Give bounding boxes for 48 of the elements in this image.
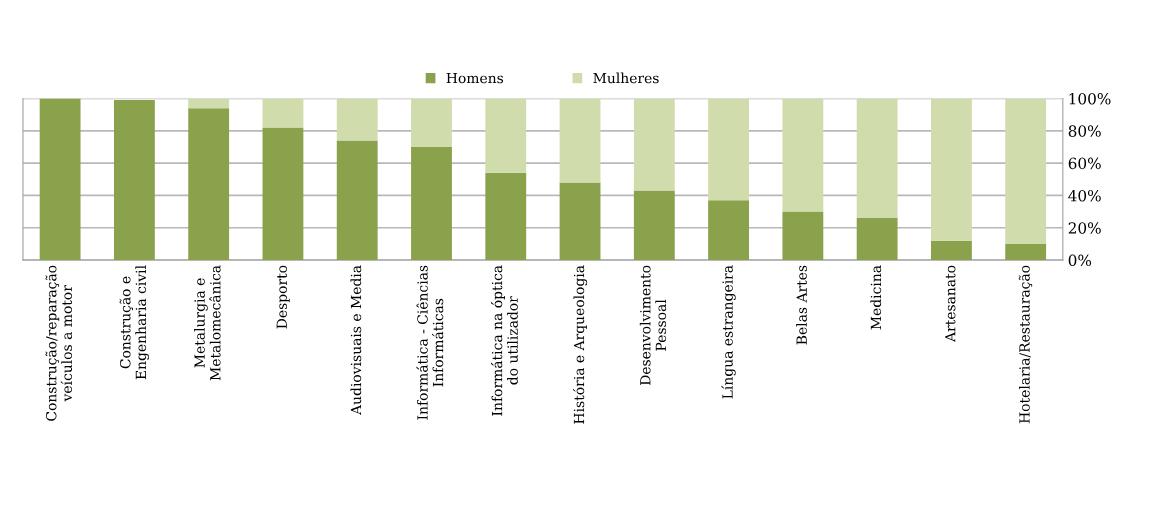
- x-tick-label: História e Arqueologia: [572, 265, 588, 424]
- x-tick-label: Audiovisuais e Media: [350, 265, 362, 416]
- y-tick-label: 20%: [1068, 222, 1101, 234]
- x-tick-label: Informática na óptica do utilizador: [490, 265, 518, 416]
- bar: [856, 218, 898, 261]
- bar: [485, 98, 527, 173]
- bar: [411, 146, 452, 261]
- bar: [188, 108, 230, 261]
- y-tick-label: 100%: [1069, 92, 1111, 105]
- y-tick-label: 80%: [1068, 125, 1101, 137]
- x-tick-label: Hotelaria/Restauração: [1018, 265, 1033, 424]
- bar: [708, 98, 750, 201]
- bar: [262, 127, 304, 261]
- bar: [708, 200, 750, 261]
- x-tick-label: Desenvolvimento Pessoal: [639, 265, 667, 386]
- bar: [930, 98, 972, 241]
- bar: [633, 190, 675, 261]
- bar: [411, 98, 452, 147]
- bar: [633, 98, 675, 191]
- bar: [930, 240, 972, 261]
- y-tick-label: 40%: [1068, 189, 1101, 202]
- x-tick-label: Belas Artes: [796, 265, 807, 345]
- bar: [39, 98, 81, 261]
- x-tick-label: Construção e Engenharia civil: [119, 265, 149, 380]
- bar: [485, 172, 527, 261]
- bar: [113, 100, 155, 261]
- legend-label: Mulheres: [593, 72, 659, 84]
- bar: [856, 98, 898, 219]
- y-tick-label: 0%: [1068, 254, 1092, 267]
- x-tick-label: Desporto: [276, 265, 290, 329]
- bar: [559, 98, 601, 183]
- x-tick-label: Metalurgia e Metalomecânica: [194, 265, 221, 381]
- x-tick-label: Informática - Ciências Informáticas: [416, 265, 444, 420]
- x-tick-label: Artesanato: [945, 265, 956, 343]
- x-tick-label: Língua estrangeira: [721, 265, 736, 399]
- bar: [188, 98, 230, 109]
- y-tick-label: 60%: [1068, 157, 1101, 170]
- bar: [336, 140, 378, 261]
- bar: [559, 182, 601, 261]
- bar: [1005, 98, 1047, 244]
- bar: [782, 98, 824, 212]
- bar: [262, 98, 304, 128]
- bar: [1005, 243, 1047, 261]
- x-tick-label: Medicina: [870, 265, 882, 330]
- legend-label: Homens: [446, 72, 504, 84]
- x-tick-label: Construção/reparação veículos a motor: [45, 265, 73, 421]
- bar: [336, 98, 378, 141]
- bar: [782, 211, 824, 261]
